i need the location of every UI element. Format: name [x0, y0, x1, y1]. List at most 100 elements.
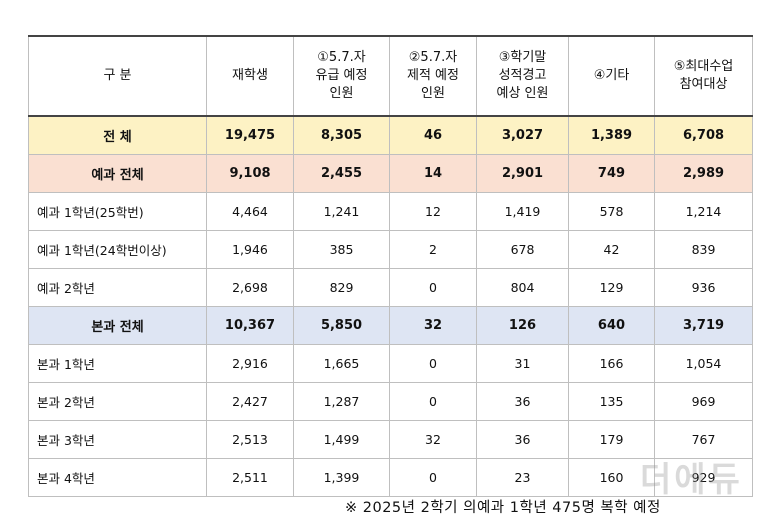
table-cell: 2,455 [293, 153, 390, 193]
table-cell: 936 [654, 267, 753, 307]
header-max-participation-line1: ⑤최대수업 [673, 59, 734, 74]
row-label: 예과 2학년 [28, 267, 207, 307]
header-row: 구 분 재학생 ①5.7.자 유급 예정 인원 ②5.7.자 제적 예정 인원 … [28, 35, 753, 117]
table-row-total: 전 체 19,475 8,305 46 3,027 1,389 6,708 [28, 115, 753, 155]
table-cell: 2,901 [476, 153, 569, 193]
row-label: 예과 1학년(24학번이상) [28, 229, 207, 269]
table-cell: 10,367 [206, 305, 294, 345]
table-cell: 578 [568, 191, 655, 231]
table-cell: 0 [389, 267, 477, 307]
table-row: 예과 2학년 2,698 829 0 804 129 936 [28, 267, 753, 307]
table-cell: 1,241 [293, 191, 390, 231]
table-cell: 1,054 [654, 343, 753, 383]
table-cell: 2,989 [654, 153, 753, 193]
header-other: ④기타 [568, 35, 655, 117]
table-cell: 385 [293, 229, 390, 269]
table-cell: 2,427 [206, 381, 294, 421]
table-cell: 929 [654, 457, 753, 497]
table-cell: 1,389 [568, 115, 655, 155]
table-cell: 166 [568, 343, 655, 383]
footnote: ※ 2025년 2학기 의예과 1학년 475명 복학 예정 [345, 500, 661, 516]
header-warning: ③학기말 성적경고 예상 인원 [476, 35, 569, 117]
table-cell: 1,946 [206, 229, 294, 269]
stats-table: 구 분 재학생 ①5.7.자 유급 예정 인원 ②5.7.자 제적 예정 인원 … [28, 35, 753, 497]
header-expelled: ②5.7.자 제적 예정 인원 [389, 35, 477, 117]
table-cell: 767 [654, 419, 753, 459]
header-expelled-line1: ②5.7.자 [408, 50, 458, 65]
table-cell: 126 [476, 305, 569, 345]
table-cell: 0 [389, 381, 477, 421]
row-label: 예과 전체 [28, 153, 207, 193]
table-cell: 6,708 [654, 115, 753, 155]
table-cell: 46 [389, 115, 477, 155]
table-cell: 14 [389, 153, 477, 193]
table-cell: 2,513 [206, 419, 294, 459]
header-held-back: ①5.7.자 유급 예정 인원 [293, 35, 390, 117]
header-enrolled: 재학생 [206, 35, 294, 117]
header-held-back-line1: ①5.7.자 [317, 50, 366, 65]
table-cell: 839 [654, 229, 753, 269]
row-label: 본과 3학년 [28, 419, 207, 459]
table-cell: 1,419 [476, 191, 569, 231]
header-max-participation: ⑤최대수업 참여대상 [654, 35, 753, 117]
table-cell: 42 [568, 229, 655, 269]
table-cell: 31 [476, 343, 569, 383]
header-warning-line3: 예상 인원 [496, 86, 549, 101]
table-row: 예과 1학년(25학번) 4,464 1,241 12 1,419 578 1,… [28, 191, 753, 231]
table-cell: 1,399 [293, 457, 390, 497]
row-label: 전 체 [28, 115, 207, 155]
table-row: 본과 4학년 2,511 1,399 0 23 160 929 [28, 457, 753, 497]
header-warning-line2: 성적경고 [498, 68, 547, 83]
table-cell: 32 [389, 305, 477, 345]
header-warning-line1: ③학기말 [498, 50, 547, 65]
table-cell: 129 [568, 267, 655, 307]
table-cell: 2,511 [206, 457, 294, 497]
table-cell: 640 [568, 305, 655, 345]
table-row-premed-total: 예과 전체 9,108 2,455 14 2,901 749 2,989 [28, 153, 753, 193]
header-category: 구 분 [28, 35, 207, 117]
table-cell: 0 [389, 343, 477, 383]
table-cell: 1,499 [293, 419, 390, 459]
table-cell: 804 [476, 267, 569, 307]
table-cell: 5,850 [293, 305, 390, 345]
row-label: 예과 1학년(25학번) [28, 191, 207, 231]
table-row: 본과 2학년 2,427 1,287 0 36 135 969 [28, 381, 753, 421]
table-cell: 160 [568, 457, 655, 497]
header-held-back-line3: 인원 [329, 86, 354, 101]
table-cell: 1,214 [654, 191, 753, 231]
table-cell: 32 [389, 419, 477, 459]
table-cell: 8,305 [293, 115, 390, 155]
table-row: 예과 1학년(24학번이상) 1,946 385 2 678 42 839 [28, 229, 753, 269]
table-cell: 23 [476, 457, 569, 497]
table-cell: 3,719 [654, 305, 753, 345]
table-cell: 19,475 [206, 115, 294, 155]
table-cell: 2,698 [206, 267, 294, 307]
row-label: 본과 2학년 [28, 381, 207, 421]
table-cell: 36 [476, 381, 569, 421]
table-cell: 3,027 [476, 115, 569, 155]
table-row-med-total: 본과 전체 10,367 5,850 32 126 640 3,719 [28, 305, 753, 345]
table-cell: 36 [476, 419, 569, 459]
table-cell: 749 [568, 153, 655, 193]
table-cell: 4,464 [206, 191, 294, 231]
table-cell: 135 [568, 381, 655, 421]
table-cell: 829 [293, 267, 390, 307]
table-cell: 2,916 [206, 343, 294, 383]
header-expelled-line2: 제적 예정 [407, 68, 459, 83]
table-cell: 2 [389, 229, 477, 269]
table-cell: 678 [476, 229, 569, 269]
table-cell: 1,287 [293, 381, 390, 421]
table-cell: 969 [654, 381, 753, 421]
row-label: 본과 전체 [28, 305, 207, 345]
row-label: 본과 4학년 [28, 457, 207, 497]
header-held-back-line2: 유급 예정 [315, 68, 368, 83]
header-expelled-line3: 인원 [421, 86, 445, 101]
row-label: 본과 1학년 [28, 343, 207, 383]
table-row: 본과 1학년 2,916 1,665 0 31 166 1,054 [28, 343, 753, 383]
table-cell: 0 [389, 457, 477, 497]
header-max-participation-line2: 참여대상 [679, 77, 728, 92]
table-cell: 9,108 [206, 153, 294, 193]
table-cell: 1,665 [293, 343, 390, 383]
table-cell: 12 [389, 191, 477, 231]
watermark-logo: 더에듀 [640, 460, 743, 500]
